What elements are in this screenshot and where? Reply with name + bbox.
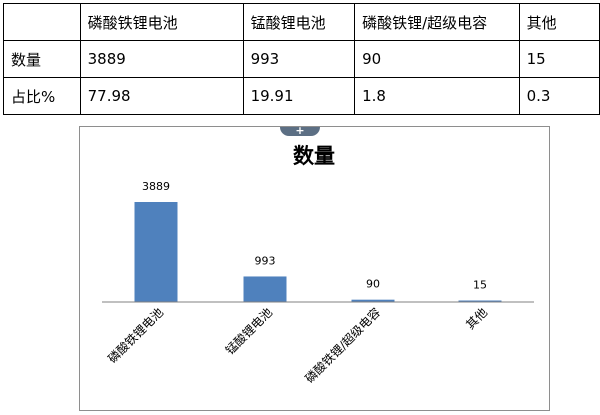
category-tick-label: 磷酸铁锂/超级电容 (302, 305, 383, 386)
category-tick-label: 锰酸锂电池 (222, 305, 275, 358)
table-header-cell: 其他 (518, 3, 600, 41)
table-header-cell: 磷酸铁锂电池 (79, 3, 244, 41)
table-cell: 993 (242, 40, 356, 78)
data-label: 3889 (142, 180, 170, 193)
table-header-row: 磷酸铁锂电池 锰酸锂电池 磷酸铁锂/超级电容 其他 (3, 3, 600, 41)
bar (243, 276, 287, 302)
category-tick-label: 磷酸铁锂电池 (105, 305, 167, 367)
table-row: 数量 3889 993 90 15 (3, 40, 600, 78)
table-cell: 77.98 (79, 77, 244, 115)
table-cell: 19.91 (242, 77, 356, 115)
table-header-cell: 磷酸铁锂/超级电容 (354, 3, 520, 41)
table-cell: 15 (518, 40, 600, 78)
bar (351, 299, 395, 302)
data-label: 15 (473, 279, 487, 292)
plus-icon: + (295, 124, 305, 137)
data-table: 磷酸铁锂电池 锰酸锂电池 磷酸铁锂/超级电容 其他 数量 3889 993 90… (3, 3, 600, 115)
table-row: 占比% 77.98 19.91 1.8 0.3 (3, 77, 600, 115)
category-tick-label: 其他 (463, 305, 490, 332)
bar-chart-svg: 数量 3889 磷酸铁锂电池 993 锰酸锂电池 90 磷酸铁锂/超级电容 15 其他 (102, 144, 534, 386)
collapse-tab[interactable]: + (280, 124, 320, 137)
bar (458, 300, 502, 302)
table-header-cell: 锰酸锂电池 (242, 3, 356, 41)
table-cell: 90 (354, 40, 520, 78)
plot-area: 3889 磷酸铁锂电池 993 锰酸锂电池 90 磷酸铁锂/超级电容 15 其他 (102, 180, 534, 386)
bar (134, 202, 178, 302)
table-header-cell (3, 3, 81, 41)
table-cell: 3889 (79, 40, 244, 78)
table-cell: 0.3 (518, 77, 600, 115)
bar-chart: 数量 3889 磷酸铁锂电池 993 锰酸锂电池 90 磷酸铁锂/超级电容 15 其他 (79, 126, 550, 411)
data-label: 993 (255, 254, 276, 267)
table-row-label: 数量 (3, 40, 81, 78)
table-row-label: 占比% (3, 77, 81, 115)
data-label: 90 (366, 278, 380, 291)
chart-title: 数量 (293, 144, 335, 168)
table-cell: 1.8 (354, 77, 520, 115)
